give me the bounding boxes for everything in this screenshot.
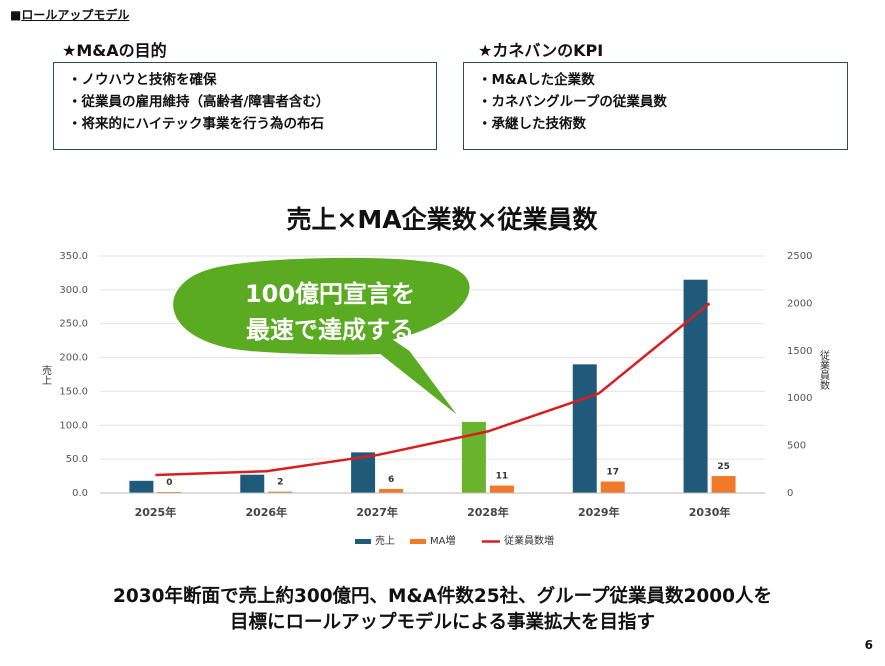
footer-line2: 目標にロールアップモデルによる事業拡大を目指す <box>230 612 655 633</box>
legend-swatch-ma <box>410 539 426 544</box>
chart-line <box>155 302 711 477</box>
bar-ma <box>379 488 404 493</box>
y-axis-right: 0 500 1000 1500 2000 2500 <box>787 251 812 499</box>
bar-label: 2 <box>277 478 283 488</box>
x-tick-label: 2027年 <box>356 505 398 519</box>
list-item: ・ノウハウと技術を確保 <box>68 72 217 88</box>
y-tick-label: 100.0 <box>59 420 88 431</box>
y2-tick-label: 1000 <box>787 393 812 404</box>
page-number: 6 <box>864 638 873 652</box>
y-tick-label: 200.0 <box>59 353 88 364</box>
callout: 100億円宣言を 最速で達成する <box>171 255 472 421</box>
y-axis-label-left: 売上 <box>40 364 52 385</box>
section-label-text: ロールアップモデル <box>21 8 130 22</box>
bar-labels: 0 2 6 11 17 25 <box>166 462 730 488</box>
list-item: ・カネバングループの従業員数 <box>478 94 667 110</box>
y-tick-label: 300.0 <box>59 285 88 296</box>
bar-label: 0 <box>166 478 172 488</box>
left-box: ・ノウハウと技術を確保 ・従業員の雇用維持（高齢者/障害者含む） ・将来的にハイ… <box>53 62 437 150</box>
bar-sales <box>240 474 265 493</box>
bar-sales <box>129 480 154 493</box>
list-item: ・M&Aした企業数 <box>478 72 595 88</box>
footer-line1: 2030年断面で売上約300億円、M&A件数25社、グループ従業員数2000人を <box>112 586 773 607</box>
list-item: ・承継した技術数 <box>478 116 586 132</box>
left-box-title: ★M&Aの目的 <box>62 41 167 60</box>
y-axis-label-right: 従業員数 <box>818 349 830 391</box>
combo-chart: 売上×MA企業数×従業員数 0.050.0100.0150.0200.0250.… <box>40 205 830 547</box>
bar-sales <box>683 279 708 493</box>
y-tick-label: 50.0 <box>66 454 88 465</box>
bar-label: 6 <box>388 475 394 485</box>
list-item: ・従業員の雇用維持（高齢者/障害者含む） <box>68 94 330 110</box>
callout-line1: 100億円宣言を <box>245 280 415 308</box>
right-box: ・M&Aした企業数 ・カネバングループの従業員数 ・承継した技術数 <box>463 62 848 150</box>
bar-sales <box>572 364 597 493</box>
bar-ma <box>268 491 293 493</box>
bar-ma <box>600 481 625 493</box>
x-axis: 2025年 2026年 2027年 2028年 2029年 2030年 <box>100 492 765 519</box>
x-tick-label: 2029年 <box>578 505 620 519</box>
y-tick-label: 250.0 <box>59 319 88 330</box>
y-tick-label: 350.0 <box>59 251 88 262</box>
callout-bubble <box>171 255 472 421</box>
bar-label: 17 <box>606 467 619 477</box>
bar-ma <box>711 476 736 493</box>
y2-tick-label: 2000 <box>787 298 812 309</box>
y-tick-label: 0.0 <box>72 488 88 499</box>
legend-label: 従業員数増 <box>504 534 554 547</box>
section-label: ■ロールアップモデル <box>10 8 130 22</box>
y2-tick-label: 0 <box>787 488 793 499</box>
legend-label: 売上 <box>375 534 395 547</box>
line-employees <box>155 302 711 477</box>
y2-tick-label: 1500 <box>787 346 812 357</box>
x-tick-label: 2026年 <box>245 505 287 519</box>
y-axis-left: 0.0 50.0 100.0 150.0 200.0 250.0 300.0 350.0 <box>59 251 88 499</box>
callout-line2: 最速で達成する <box>246 316 414 344</box>
y2-tick-label: 2500 <box>787 251 812 262</box>
legend-swatch-sales <box>355 539 371 544</box>
chart-legend: 売上 MA増 従業員数増 <box>355 534 554 547</box>
bar-label: 11 <box>496 472 509 482</box>
bar-label: 25 <box>717 462 730 472</box>
chart-title: 売上×MA企業数×従業員数 <box>286 205 598 234</box>
x-tick-label: 2025年 <box>135 505 177 519</box>
right-box-title: ★カネバンのKPI <box>478 41 604 60</box>
list-item: ・将来的にハイテック事業を行う為の布石 <box>68 116 324 132</box>
legend-label: MA増 <box>430 534 455 547</box>
x-tick-label: 2030年 <box>689 505 731 519</box>
y-tick-label: 150.0 <box>59 386 88 397</box>
y2-tick-label: 500 <box>787 441 806 452</box>
x-tick-label: 2028年 <box>467 505 509 519</box>
bar-ma <box>489 485 514 493</box>
